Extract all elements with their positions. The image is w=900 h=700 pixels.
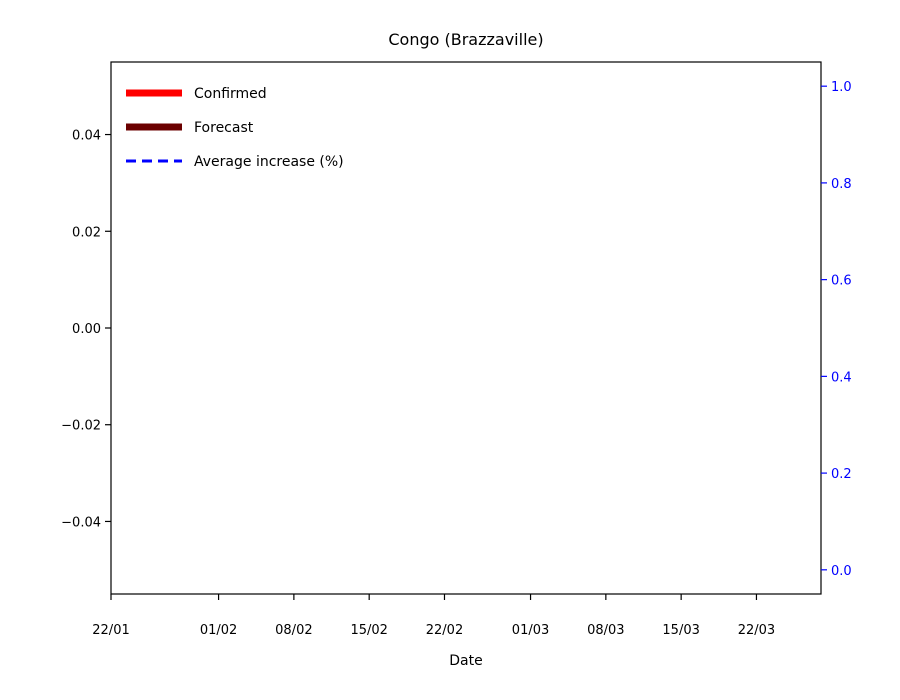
y-left-tick-label: −0.02 [61,419,101,434]
legend: Confirmed Forecast Average increase (%) [126,86,344,170]
x-tick-label: 01/03 [512,623,549,638]
y-right-tick-label: 1.0 [831,80,852,95]
y-left-tick-label: 0.04 [72,129,101,144]
x-tick-label: 22/03 [738,623,775,638]
plot-frame [110,61,822,595]
x-tick-label: 15/02 [350,623,387,638]
y-left-tick-label: −0.04 [61,515,101,530]
x-tick-label: 08/02 [275,623,312,638]
x-tick-label: 08/03 [587,623,624,638]
y-axis-left: 0.04 0.02 0.00 −0.02 −0.04 [61,129,111,530]
x-tick-label: 01/02 [200,623,237,638]
y-axis-right: 1.0 0.8 0.6 0.4 0.2 0.0 [821,80,852,579]
x-tick-label: 22/02 [426,623,463,638]
x-axis: 22/01 01/02 08/02 15/02 22/02 01/03 08/03 15/03… [92,594,775,638]
legend-label: Confirmed [194,86,267,102]
x-tick-label: 15/03 [662,623,699,638]
y-left-tick-label: 0.00 [72,322,101,337]
y-left-tick-label: 0.02 [72,225,101,240]
x-axis-label: Date [449,653,482,669]
x-tick-label: 22/01 [92,623,129,638]
y-right-tick-label: 0.2 [831,467,852,482]
y-right-tick-label: 0.0 [831,564,852,579]
y-right-tick-label: 0.6 [831,274,852,289]
y-right-tick-label: 0.8 [831,177,852,192]
chart-title: Congo (Brazzaville) [388,30,543,49]
y-right-tick-label: 0.4 [831,370,852,385]
legend-label: Forecast [194,120,254,136]
legend-label: Average increase (%) [194,154,344,170]
